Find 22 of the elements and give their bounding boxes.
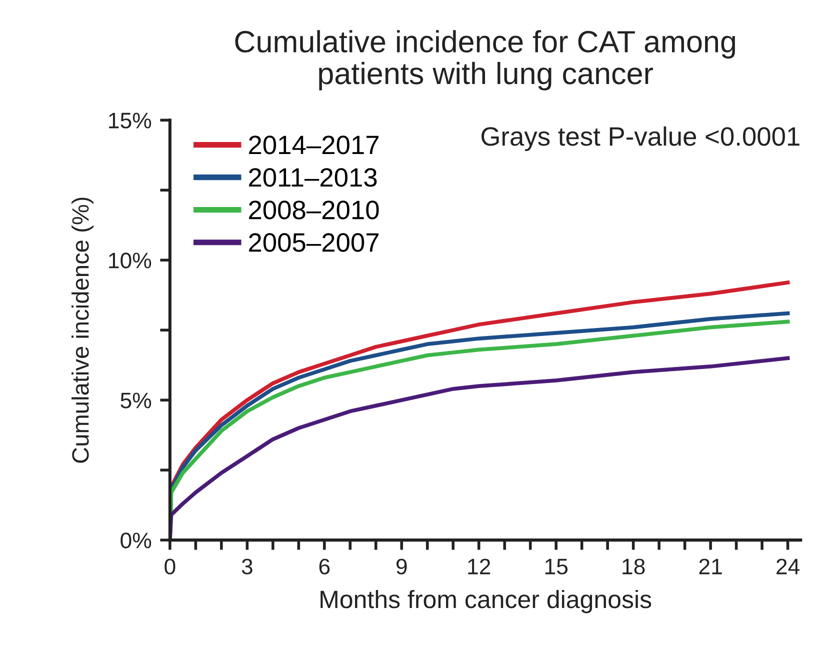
y-tick-label: 0% [120,532,152,548]
y-tick-label: 15% [109,112,152,128]
x-tick-label: 0 [164,558,176,574]
x-tick-label: 15 [545,558,568,574]
chart-title: Cumulative incidence for CAT among patients with lung cancer [235,30,735,90]
x-tick-label: 3 [242,558,252,574]
x-axis-title: Months from cancer diagnosis [320,590,652,614]
y-axis-title: Cumulative incidence (%) [72,198,94,463]
x-tick-label: 12 [468,558,490,574]
y-tick-label: 5% [120,392,152,408]
legend-label: 2011–2013 [249,168,377,187]
line-series [170,356,790,540]
x-tick-label: 9 [396,558,407,574]
x-tick-label: 21 [699,558,722,574]
legend-label: 2014–2017 [249,136,378,154]
x-tick-label: 24 [776,558,800,574]
legend-label: 2005–2007 [249,233,378,252]
y-tick-label: 10% [109,252,152,268]
legend-label: 2008–2010 [249,200,379,220]
x-tick-label: 18 [622,558,645,574]
x-tick-label: 6 [319,558,330,574]
annotation: Grays test P-value <0.0001 [482,126,800,152]
